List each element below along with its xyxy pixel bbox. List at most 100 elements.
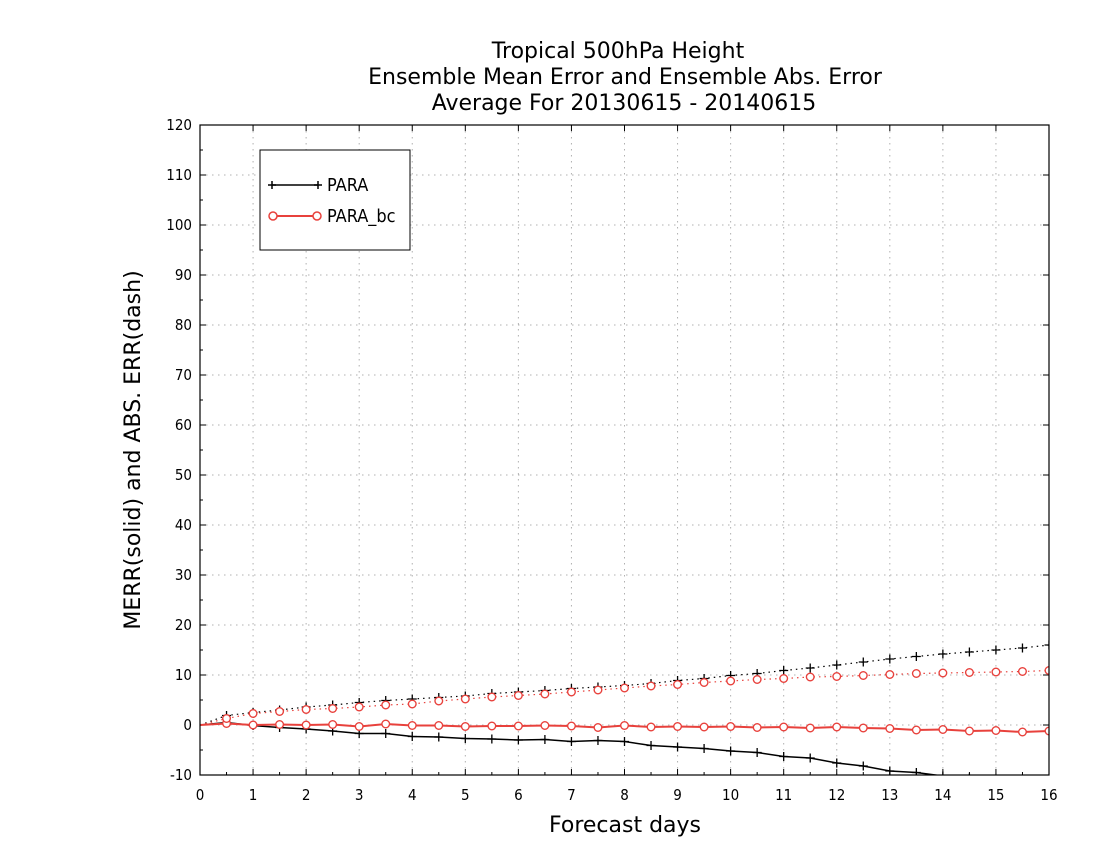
- marker-para-bc-dotted: [222, 714, 232, 724]
- marker-para-bc-solid: [354, 722, 364, 732]
- x-tick-label: 6: [514, 786, 523, 804]
- x-tick-label: 11: [775, 786, 792, 804]
- series-para-dotted: [200, 640, 1049, 726]
- marker-para-solid: [942, 771, 944, 775]
- marker-para-dotted: [1044, 640, 1049, 650]
- marker-para-bc-dotted: [858, 671, 868, 681]
- marker-para-bc-solid: [487, 721, 497, 731]
- y-tick-label: 0: [183, 716, 192, 734]
- marker-para-solid: [805, 753, 815, 763]
- marker-para-bc-dotted: [513, 691, 523, 701]
- marker-para-bc-dotted: [673, 680, 683, 690]
- marker-para-bc-solid: [328, 720, 338, 730]
- x-axis-title: Forecast days: [549, 813, 701, 838]
- marker-para-solid: [434, 732, 444, 742]
- y-tick-label: 50: [175, 466, 192, 484]
- marker-para-bc-dotted: [301, 705, 311, 715]
- marker-para-bc-solid: [620, 721, 630, 731]
- marker-para-dotted: [1017, 643, 1027, 653]
- marker-para-bc-solid: [805, 723, 815, 733]
- marker-para-bc-solid: [832, 722, 842, 732]
- marker-para-bc-solid: [938, 725, 948, 735]
- marker-para-bc-solid: [646, 722, 656, 732]
- marker-para-bc-dotted: [407, 699, 417, 709]
- marker-para-bc-solid: [991, 726, 1001, 736]
- chart-title: Tropical 500hPa Height Ensemble Mean Err…: [368, 39, 883, 116]
- marker-para-dotted: [832, 660, 842, 670]
- marker-para-bc-solid: [593, 723, 603, 733]
- marker-para-bc-dotted: [381, 700, 391, 710]
- marker-para-solid: [752, 748, 762, 757]
- marker-para-dotted: [991, 645, 1001, 655]
- marker-para-dotted: [911, 652, 921, 661]
- axes: 0 1 2 3 4 5 6 7 8 9 10 11 12 13 14 15 16-100102030405060…: [166, 116, 1057, 804]
- plot-series: [200, 640, 1049, 775]
- legend-swatch-para: [268, 181, 322, 189]
- y-tick-label: 80: [175, 316, 192, 334]
- marker-para-dotted: [964, 647, 974, 657]
- legend: PARA PARA_bc: [259, 149, 411, 251]
- x-tick-label: 4: [408, 786, 417, 804]
- x-tick-label: 12: [828, 786, 845, 804]
- marker-para-bc-solid: [726, 722, 736, 732]
- marker-para-bc-dotted: [434, 696, 444, 706]
- marker-para-bc-dotted: [752, 675, 762, 685]
- marker-para-bc-solid: [540, 721, 550, 731]
- x-tick-label: 3: [355, 786, 364, 804]
- marker-para-bc-solid: [381, 719, 391, 729]
- y-tick-label: 30: [175, 566, 192, 584]
- marker-para-bc-solid: [566, 721, 576, 731]
- marker-para-solid: [885, 766, 895, 775]
- marker-para-solid: [620, 737, 629, 746]
- marker-para-bc-dotted: [354, 702, 364, 712]
- marker-para-bc-solid: [911, 725, 921, 735]
- x-tick-label: 2: [302, 786, 311, 804]
- marker-para-dotted: [779, 666, 789, 675]
- marker-para-bc-solid: [460, 722, 470, 732]
- x-tick-label: 16: [1040, 786, 1057, 804]
- marker-para-bc-dotted: [726, 676, 736, 686]
- y-tick-label: 70: [175, 366, 192, 384]
- marker-para-bc-dotted: [487, 692, 497, 702]
- legend-label-para: PARA: [327, 175, 368, 196]
- x-tick-label: 1: [249, 786, 258, 804]
- marker-para-bc-solid: [752, 723, 762, 733]
- marker-para-bc-dotted: [328, 704, 338, 714]
- marker-para-bc-dotted: [699, 678, 709, 688]
- marker-para-solid: [858, 761, 868, 771]
- marker-para-bc-solid: [434, 721, 444, 731]
- marker-para-bc-solid: [779, 722, 789, 732]
- marker-para-bc-dotted: [964, 668, 974, 678]
- marker-para-bc-solid: [699, 722, 709, 732]
- marker-para-bc-dotted: [460, 694, 470, 704]
- legend-swatch-para-bc: [268, 211, 322, 221]
- marker-para-bc-solid: [301, 720, 311, 730]
- marker-para-bc-dotted: [938, 668, 948, 678]
- y-tick-label: 60: [175, 416, 192, 434]
- marker-para-solid: [726, 746, 736, 756]
- marker-para-bc-solid: [964, 726, 974, 736]
- legend-label-para-bc: PARA_bc: [327, 206, 396, 227]
- plot-frame: [199, 124, 1050, 776]
- x-tick-label: 5: [461, 786, 470, 804]
- marker-para-bc-dotted: [1017, 667, 1027, 677]
- grid-lines: [200, 125, 1049, 775]
- marker-para-bc-dotted: [620, 683, 630, 693]
- marker-para-bc-solid: [275, 720, 285, 730]
- marker-para-bc-solid: [513, 721, 523, 731]
- x-tick-label: 13: [881, 786, 898, 804]
- marker-para-solid: [911, 768, 921, 775]
- marker-para-bc-solid: [858, 723, 868, 733]
- marker-para-bc-dotted: [275, 707, 285, 717]
- marker-para-bc-solid: [1017, 727, 1027, 737]
- marker-para-bc-dotted: [566, 687, 576, 697]
- x-tick-label: 14: [934, 786, 951, 804]
- marker-para-bc-dotted: [779, 674, 789, 684]
- marker-para-bc-dotted: [832, 672, 842, 682]
- marker-para-bc-dotted: [885, 670, 895, 680]
- marker-para-solid: [832, 758, 842, 768]
- marker-para-bc-dotted: [991, 667, 1001, 677]
- legend-box: [259, 149, 411, 251]
- y-tick-label: 120: [166, 116, 192, 134]
- series-line-para-bc-dotted: [200, 669, 1049, 726]
